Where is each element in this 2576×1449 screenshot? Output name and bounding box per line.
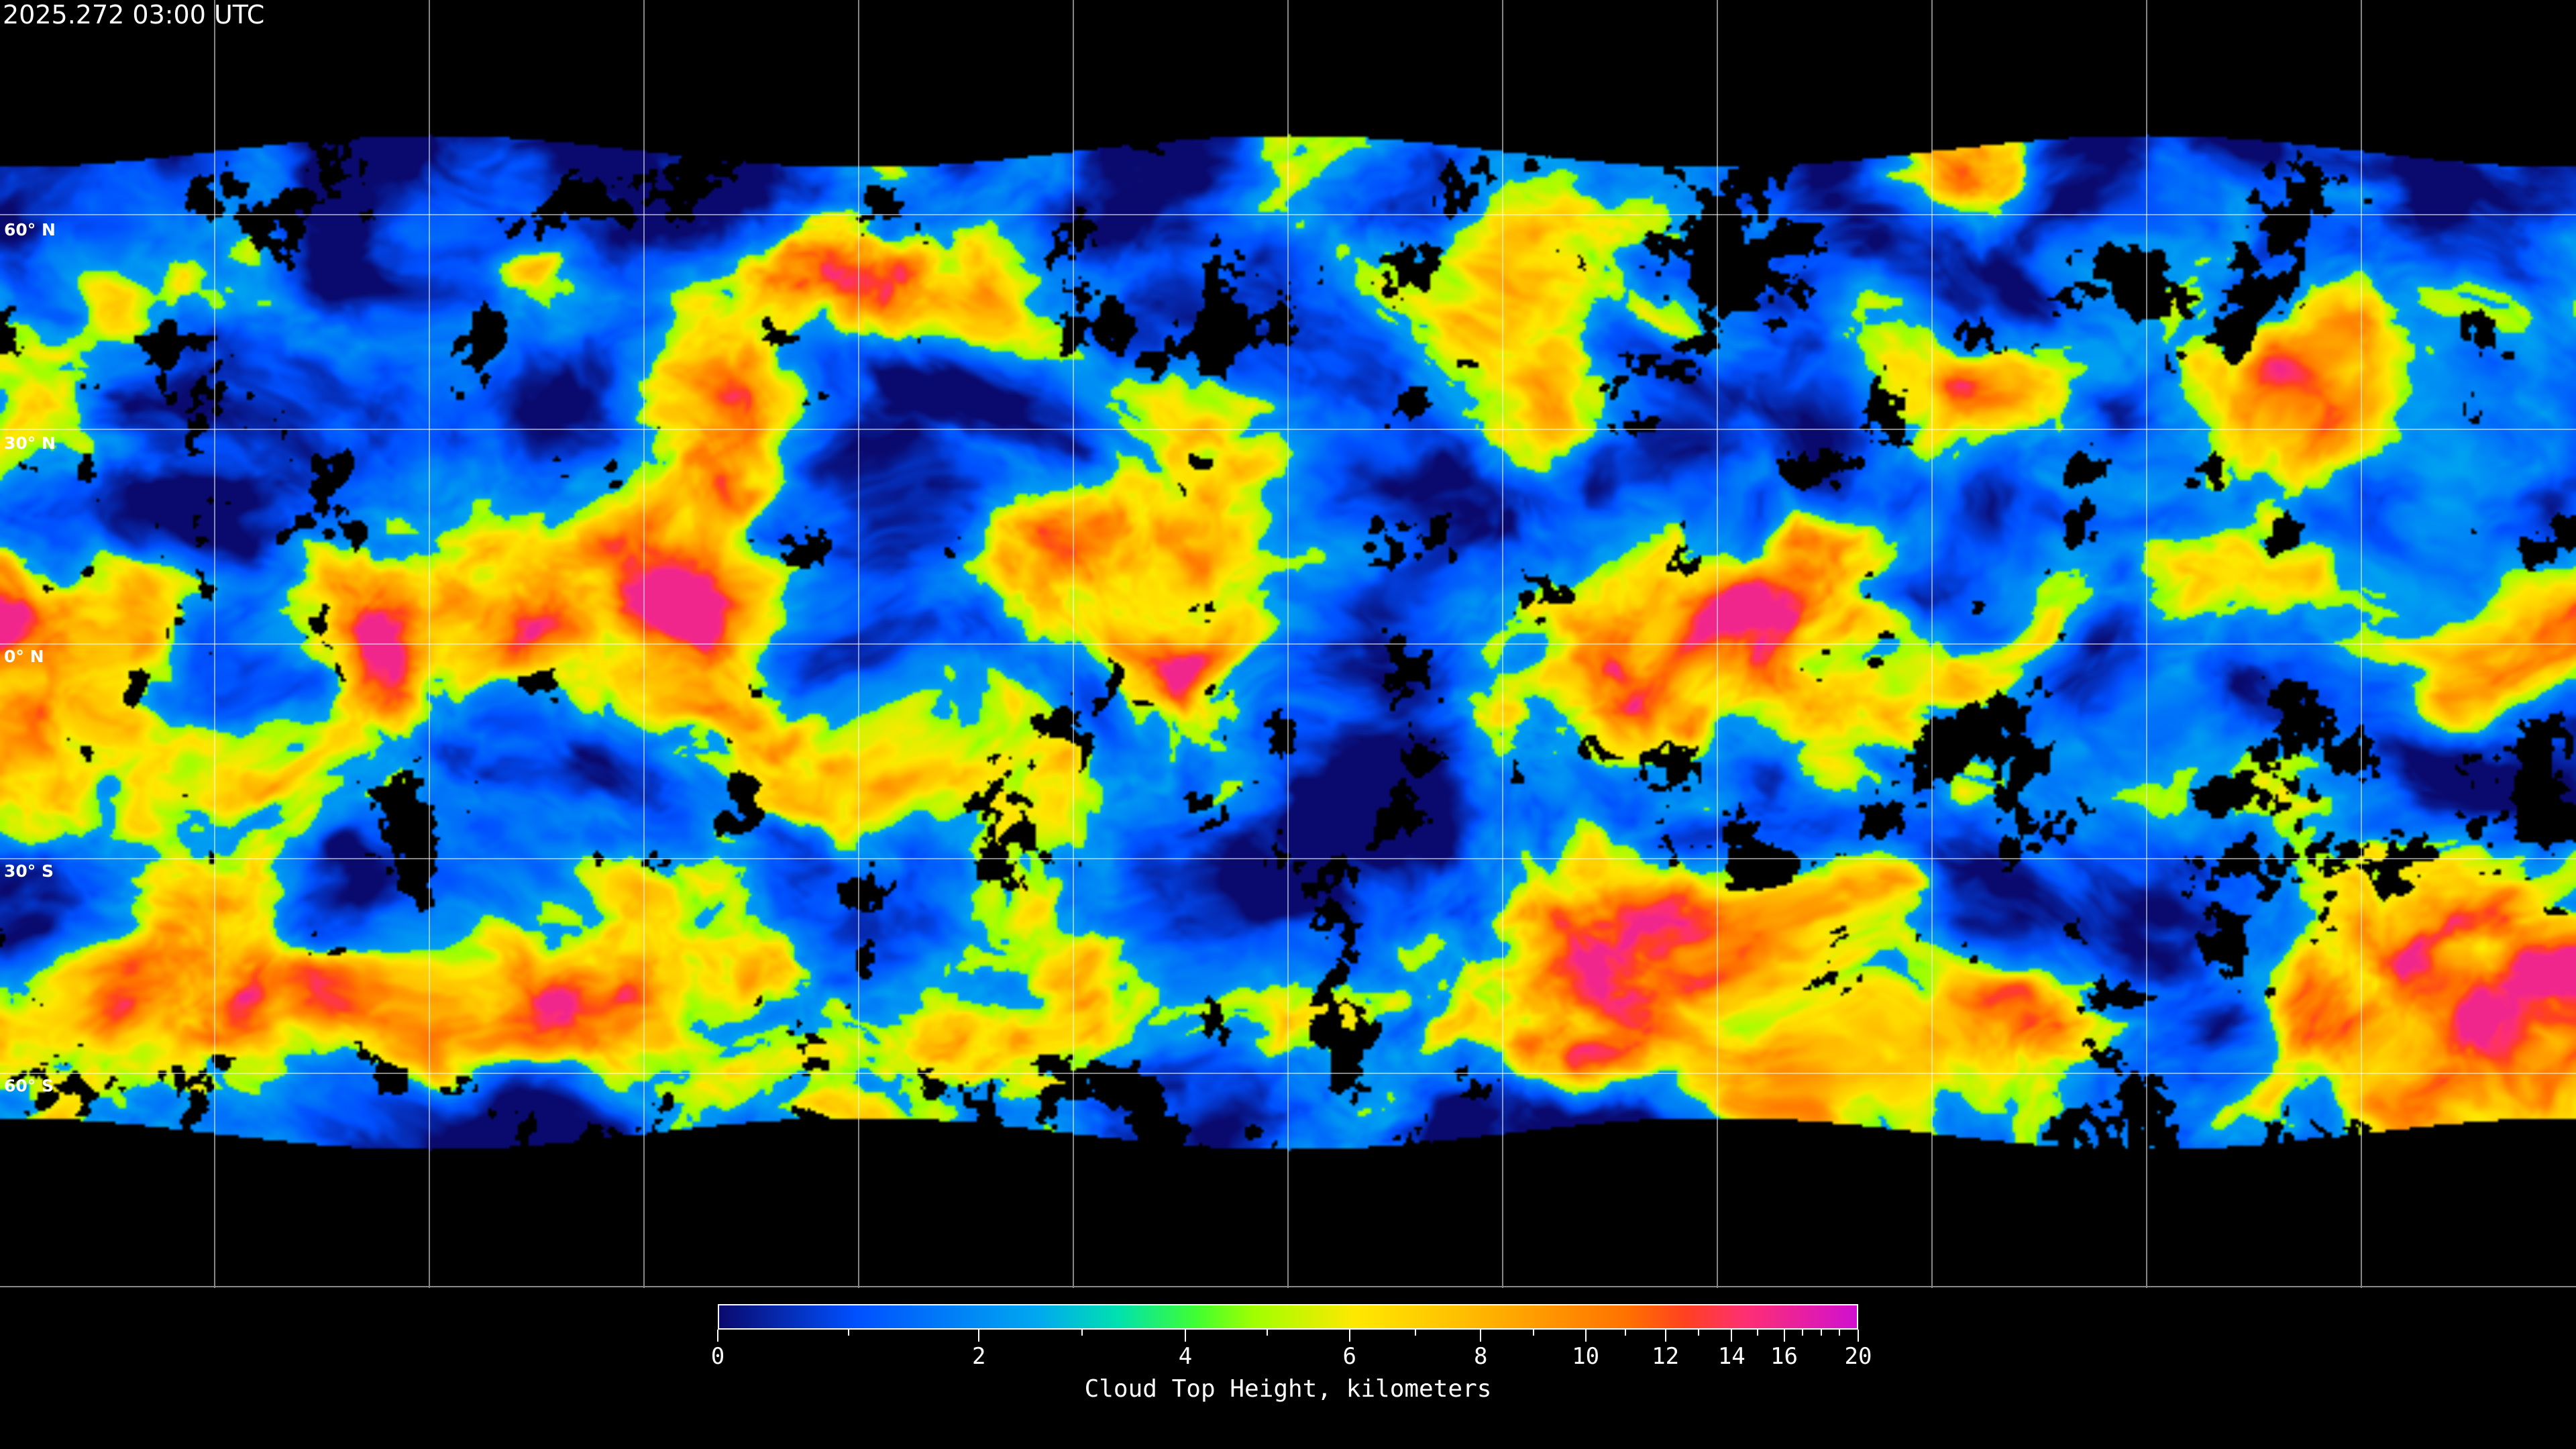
major-tick xyxy=(717,1330,718,1342)
minor-tick xyxy=(1414,1330,1416,1336)
major-tick xyxy=(1480,1330,1482,1342)
colorbar-title: Cloud Top Height, kilometers xyxy=(1084,1375,1492,1403)
tick-label: 20 xyxy=(1844,1343,1872,1370)
major-tick xyxy=(1783,1330,1785,1342)
major-tick xyxy=(1585,1330,1587,1342)
major-tick xyxy=(1858,1330,1859,1342)
colorbar-ticks: 0 2 4 6 8 10 12 14 16 20 xyxy=(711,1330,1872,1383)
tick-label: 0 xyxy=(710,1343,725,1370)
timestamp-title: 2025.272 03:00 UTC xyxy=(3,0,265,30)
minor-tick xyxy=(1820,1330,1822,1336)
minor-tick xyxy=(1267,1330,1269,1336)
major-tick xyxy=(978,1330,980,1342)
lat-label-60n: 60° N xyxy=(4,220,56,239)
tick-label: 6 xyxy=(1342,1343,1357,1370)
minor-tick xyxy=(847,1330,849,1336)
lat-label-30s: 30° S xyxy=(4,861,54,881)
minor-tick xyxy=(1839,1330,1841,1336)
major-tick xyxy=(1348,1330,1350,1342)
tick-label: 8 xyxy=(1474,1343,1488,1370)
tick-label: 16 xyxy=(1770,1343,1798,1370)
tick-label: 2 xyxy=(972,1343,986,1370)
tick-label: 12 xyxy=(1652,1343,1680,1370)
tick-label: 14 xyxy=(1717,1343,1746,1370)
lat-label-0: 0° N xyxy=(4,647,44,666)
major-tick xyxy=(1185,1330,1186,1342)
minor-tick xyxy=(1698,1330,1699,1336)
minor-tick xyxy=(1802,1330,1804,1336)
lat-label-30n: 30° N xyxy=(4,433,56,453)
minor-tick xyxy=(1532,1330,1534,1336)
minor-tick xyxy=(1625,1330,1627,1336)
colorbar xyxy=(718,1304,1858,1330)
tick-label: 10 xyxy=(1572,1343,1600,1370)
minor-tick xyxy=(1757,1330,1759,1336)
cloud-top-height-map: 2025.272 03:00 UTC 60° N 30° N 0° N 30° … xyxy=(0,0,2576,1288)
lat-label-60s: 60° S xyxy=(4,1076,54,1095)
minor-tick xyxy=(1081,1330,1083,1336)
major-tick xyxy=(1664,1330,1666,1342)
lat-lon-grid xyxy=(0,0,2576,1288)
tick-label: 4 xyxy=(1178,1343,1193,1370)
major-tick xyxy=(1731,1330,1733,1342)
